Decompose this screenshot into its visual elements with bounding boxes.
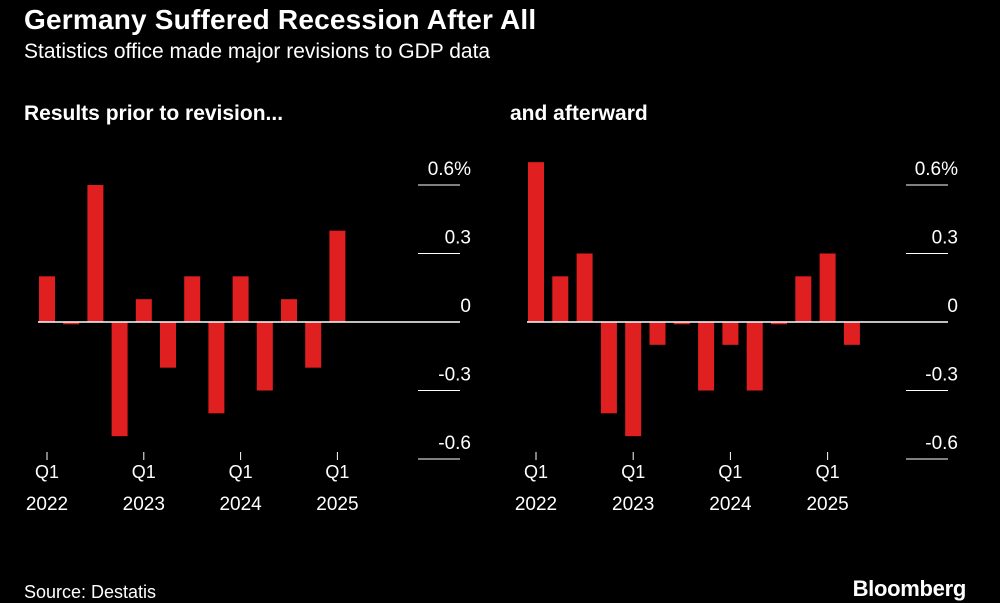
chart-title: Germany Suffered Recession After All [24,4,537,35]
y-tick-label: 0.3 [445,228,471,249]
bar [771,322,787,325]
x-tick-label-quarter: Q1 [816,462,840,482]
bar [528,162,544,322]
x-tick-label-quarter: Q1 [229,462,253,482]
y-tick-label: 0 [460,296,471,317]
y-tick-label: -0.6 [438,433,471,454]
bar [111,322,128,437]
bar [843,322,860,345]
bar [329,230,346,322]
panel-title-before-revision: Results prior to revision... [24,102,284,125]
x-tick-label-quarter: Q1 [524,462,548,482]
bar [39,276,55,322]
y-tick-label: -0.3 [438,365,471,386]
x-tick-label-year: 2023 [123,494,165,515]
x-tick-label-quarter: Q1 [718,462,742,482]
x-tick-label-year: 2025 [806,494,848,515]
x-tick-label-year: 2022 [26,494,68,515]
bar [135,299,152,322]
x-tick-label-year: 2025 [316,494,358,515]
bar [281,299,297,322]
bloomberg-logo: Bloomberg [852,576,967,601]
bar [232,276,249,322]
bar [256,322,273,391]
bar [576,253,593,322]
x-tick-label-year: 2024 [219,494,262,515]
bar [698,322,715,391]
bar [552,276,569,322]
x-tick-label-year: 2023 [612,494,654,515]
bar [305,322,322,368]
panel-title-after-revision: and afterward [510,102,648,125]
source-note: Source: Destatis [24,582,157,602]
y-tick-label: 0.3 [932,228,958,249]
bar [819,253,836,322]
y-tick-label: 0.6% [428,159,471,180]
bar [625,322,642,437]
x-tick-label-quarter: Q1 [132,462,156,482]
bar [160,322,176,368]
bar [63,322,80,325]
x-tick-label-year: 2024 [709,494,752,515]
bar [600,322,617,414]
bar [184,276,201,322]
x-tick-label-quarter: Q1 [35,462,59,482]
x-tick-label-quarter: Q1 [621,462,645,482]
bar [87,185,104,322]
x-tick-label-year: 2022 [515,494,557,515]
y-tick-label: 0 [947,296,958,317]
chart-subtitle: Statistics office made major revisions t… [24,40,491,63]
y-tick-label: -0.3 [925,365,958,386]
bar [746,322,763,391]
y-tick-label: 0.6% [915,159,958,180]
bar [673,322,690,325]
bar [722,322,739,345]
bar [795,276,812,322]
bar [208,322,225,414]
bar [649,322,666,345]
x-tick-label-quarter: Q1 [325,462,349,482]
y-tick-label: -0.6 [925,433,958,454]
